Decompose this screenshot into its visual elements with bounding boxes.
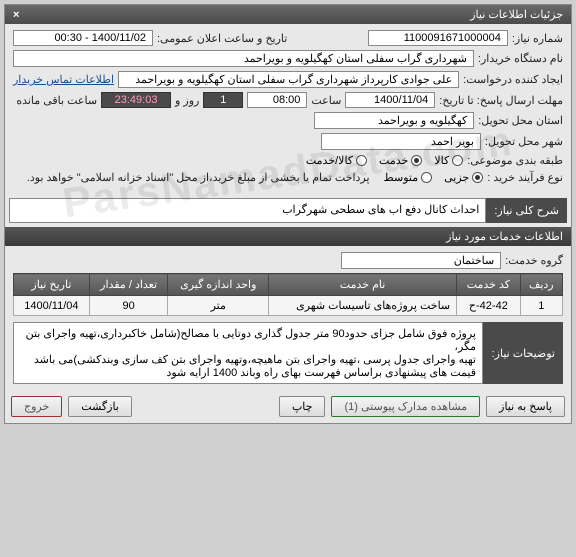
deadline-label: مهلت ارسال پاسخ: تا تاریخ: [439,94,563,107]
col-row: ردیف [520,274,562,296]
close-icon[interactable]: × [13,9,19,21]
services-title: اطلاعات خدمات مورد نیاز [5,227,571,246]
col-date: تاریخ نیاز [14,274,90,296]
attachments-button[interactable]: مشاهده مدارک پیوستی (1) [331,396,480,417]
main-desc-row: شرح کلی نیاز: احداث کانال دفع اب های سطح… [9,198,567,223]
main-desc-value: احداث کانال دفع اب های سطحی شهرگراب [9,198,486,223]
col-qty: تعداد / مقدار [89,274,168,296]
notes-row: توضیحات نیاز: پروژه فوق شامل جزای حدود90… [13,322,563,384]
city-value: بویر احمد [321,133,481,150]
col-code: کد خدمت [457,274,520,296]
class-radio-group: کالا خدمت کالا/خدمت [306,154,463,167]
announce-label: تاریخ و ساعت اعلان عمومی: [157,32,287,45]
col-unit: واحد اندازه گیری [168,274,269,296]
services-table: ردیف کد خدمت نام خدمت واحد اندازه گیری ت… [13,273,563,316]
buyer-value: شهرداری گراب سفلی استان کهگیلویه و بویرا… [13,50,474,67]
days-left: 1 [203,92,243,108]
city-label: شهر محل تحویل: [485,135,563,148]
process-small-radio[interactable]: جزیی [444,171,483,184]
class-goods-radio[interactable]: کالا [434,154,463,167]
col-name: نام خدمت [269,274,457,296]
days-label: روز و [175,94,199,107]
notes-text: پروژه فوق شامل جزای حدود90 متر جدول گذار… [13,322,483,384]
remain-label: ساعت باقی مانده [16,94,97,107]
process-medium-radio[interactable]: متوسط [384,171,433,184]
province-value: کهگیلویه و بویراحمد [314,112,474,129]
reply-button[interactable]: پاسخ به نیاز [486,396,565,417]
main-panel: جزئیات اطلاعات نیاز × شماره نیاز: 110009… [4,4,572,424]
creator-label: ایجاد کننده درخواست: [463,73,563,86]
announce-value: 1400/11/02 - 00:30 [13,30,153,46]
notes-label: توضیحات نیاز: [483,322,563,384]
need-no-label: شماره نیاز: [512,32,563,45]
process-note: پرداخت تمام یا بخشی از مبلغ خرید،از محل … [27,171,370,184]
exit-button[interactable]: خروج [11,396,62,417]
process-label: نوع فرآیند خرید : [487,171,563,184]
class-label: طبقه بندی موضوعی: [467,154,563,167]
class-mixed-radio[interactable]: کالا/خدمت [306,154,367,167]
buyer-label: نام دستگاه خریدار: [478,52,563,65]
back-button[interactable]: بازگشت [68,396,132,417]
countdown: 23:49:03 [101,92,171,108]
province-label: استان محل تحویل: [478,114,563,127]
window-title: جزئیات اطلاعات نیاز [470,8,563,21]
class-service-radio[interactable]: خدمت [379,154,422,167]
group-value: ساختمان [341,252,501,269]
creator-value: علی جوادی کارپرداز شهرداری گراب سفلی است… [118,71,459,88]
group-label: گروه خدمت: [505,254,563,267]
process-radio-group: جزیی متوسط [384,171,484,184]
window-title-bar: جزئیات اطلاعات نیاز × [5,5,571,24]
button-row: پاسخ به نیاز مشاهده مدارک پیوستی (1) چاپ… [5,390,571,423]
header-form: شماره نیاز: 1100091671000004 تاریخ و ساع… [5,24,571,194]
table-row[interactable]: 1 42-42-ح ساخت پروژه‌های تاسیسات شهری مت… [14,296,563,316]
table-header-row: ردیف کد خدمت نام خدمت واحد اندازه گیری ت… [14,274,563,296]
deadline-date: 1400/11/04 [345,92,435,108]
deadline-time: 08:00 [247,92,307,108]
main-desc-label: شرح کلی نیاز: [486,198,567,223]
time-label: ساعت [311,94,341,107]
contact-link[interactable]: اطلاعات تماس خریدار [13,73,114,86]
need-no-value: 1100091671000004 [368,30,508,46]
print-button[interactable]: چاپ [279,396,326,417]
